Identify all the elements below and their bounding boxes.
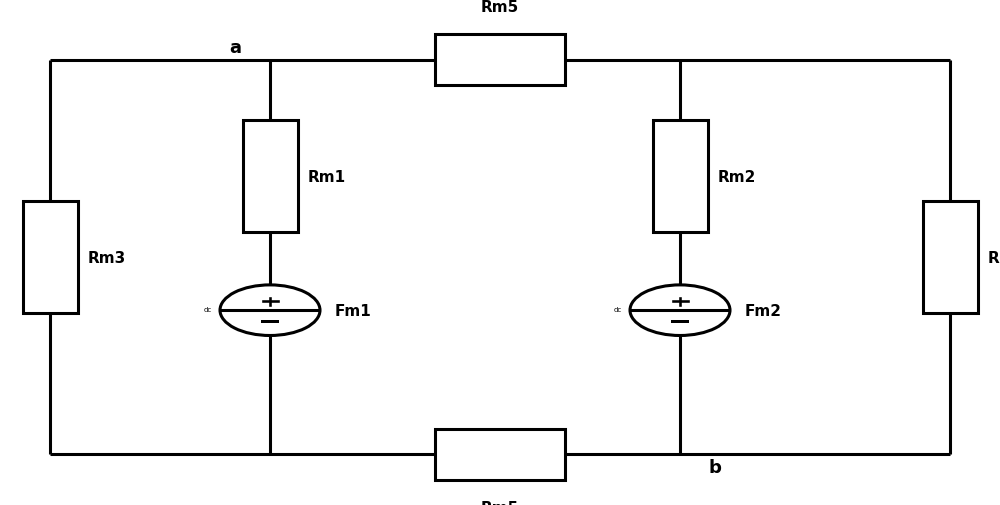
Bar	[435, 35, 565, 86]
Bar	[653, 121, 708, 232]
Text: Rm3: Rm3	[88, 250, 126, 265]
Bar	[23, 202, 78, 313]
Bar	[435, 429, 565, 480]
Text: dc: dc	[614, 307, 622, 312]
Bar	[922, 202, 978, 313]
Text: Fm1: Fm1	[335, 303, 372, 318]
Bar	[261, 321, 279, 323]
Text: b: b	[709, 458, 721, 476]
Bar	[671, 321, 689, 323]
Text: Rm2: Rm2	[718, 169, 756, 184]
Text: a: a	[229, 39, 241, 57]
Bar	[243, 121, 298, 232]
Text: Rm5: Rm5	[481, 500, 519, 505]
Text: Rm4: Rm4	[988, 250, 1000, 265]
Text: dc: dc	[204, 307, 212, 312]
Text: Rm1: Rm1	[308, 169, 346, 184]
Text: Fm2: Fm2	[745, 303, 782, 318]
Text: Rm5: Rm5	[481, 0, 519, 15]
